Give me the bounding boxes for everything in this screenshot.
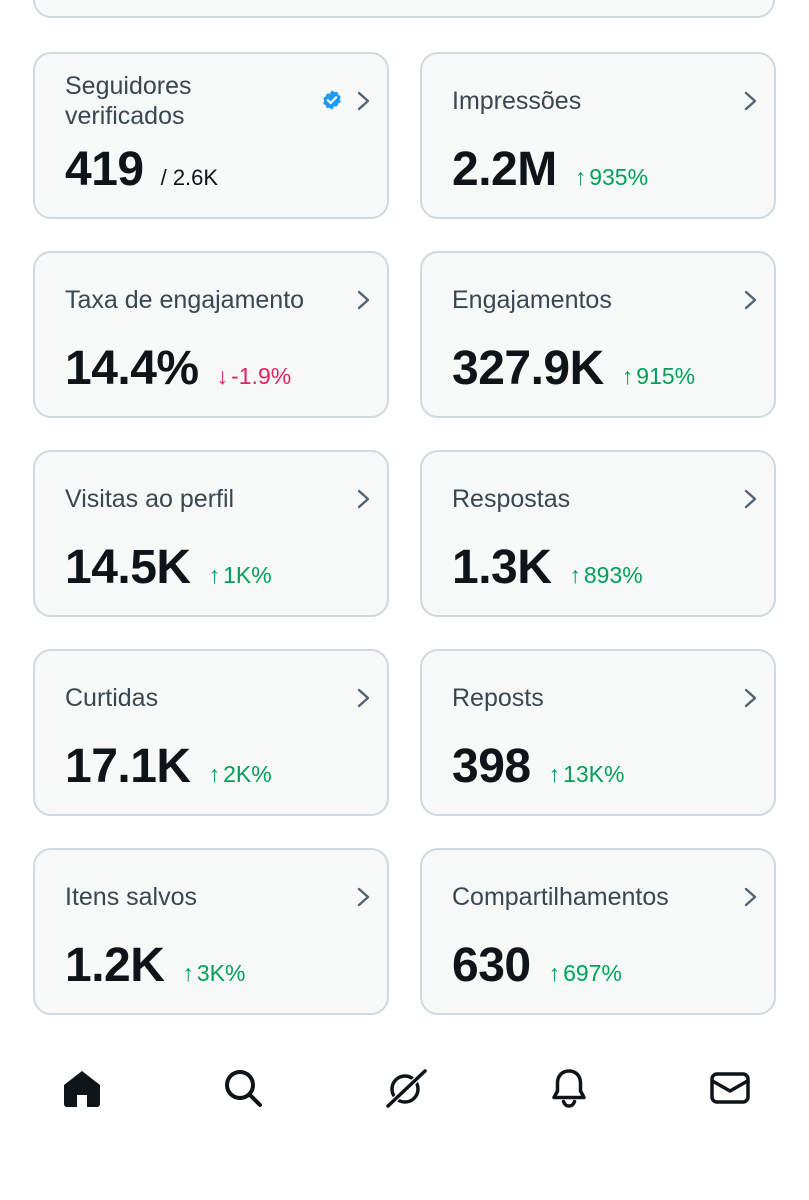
metric-value: 14.5K — [65, 541, 191, 594]
arrow-up-icon: ↑ — [569, 562, 581, 588]
messages-envelope-icon[interactable] — [708, 1066, 752, 1110]
metric-card-shares[interactable]: Compartilhamentos 630 ↑ 697% — [420, 848, 776, 1015]
metric-label: Reposts — [452, 684, 544, 712]
arrow-up-icon: ↑ — [208, 562, 221, 588]
arrow-up-icon: ↑ — [574, 164, 587, 190]
metric-delta: ↑ 1K% — [209, 562, 272, 589]
metric-card-saved-items[interactable]: Itens salvos 1.2K ↑ 3K% — [33, 848, 389, 1015]
metric-label: Itens salvos — [65, 883, 198, 911]
arrow-up-icon: ↑ — [208, 761, 221, 787]
metric-value: 2.2M — [452, 143, 557, 196]
chevron-right-icon — [744, 91, 757, 111]
previous-card[interactable] — [33, 0, 775, 18]
metric-value-row: 2.2M ↑ 935% — [452, 144, 648, 196]
metric-delta: ↑ 915% — [622, 363, 695, 390]
metric-value-row: 14.4% ↓ -1.9% — [65, 343, 291, 395]
arrow-up-icon: ↑ — [548, 960, 561, 986]
verified-badge-icon — [323, 90, 341, 110]
metric-delta-value: 915% — [636, 363, 696, 389]
home-icon[interactable] — [60, 1066, 104, 1110]
metric-value: 419 — [65, 143, 144, 196]
metric-delta: ↑ 697% — [549, 960, 622, 987]
metric-value-row: 327.9K ↑ 915% — [452, 343, 695, 395]
notifications-bell-icon[interactable] — [547, 1066, 591, 1110]
metric-label: Visitas ao perfil — [65, 485, 235, 513]
metric-card-likes[interactable]: Curtidas 17.1K ↑ 2K% — [33, 649, 389, 816]
metric-label: Impressões — [452, 87, 582, 115]
chevron-right-icon — [744, 489, 757, 509]
metric-label: Curtidas — [65, 684, 159, 712]
metric-card-impressions[interactable]: Impressões 2.2M ↑ 935% — [420, 52, 776, 219]
metric-delta-value: 893% — [583, 562, 643, 588]
metric-label: Compartilhamentos — [452, 883, 669, 911]
metric-value-row: 630 ↑ 697% — [452, 940, 622, 992]
chevron-right-icon — [357, 688, 370, 708]
metric-total: / 2.6K — [160, 165, 219, 190]
metric-card-reposts[interactable]: Reposts 398 ↑ 13K% — [420, 649, 776, 816]
metric-card-engagements[interactable]: Engajamentos 327.9K ↑ 915% — [420, 251, 776, 418]
metric-label: Taxa de engajamento — [65, 286, 305, 314]
metric-value-row: 419 / 2.6K — [65, 144, 218, 196]
metric-card-profile-visits[interactable]: Visitas ao perfil 14.5K ↑ 1K% — [33, 450, 389, 617]
metric-value-row: 17.1K ↑ 2K% — [65, 741, 272, 793]
metric-value-row: 1.2K ↑ 3K% — [65, 940, 245, 992]
metric-value: 14.4% — [65, 342, 199, 395]
metric-value: 1.2K — [65, 939, 165, 992]
metric-delta: ↑ 3K% — [182, 960, 245, 987]
metric-value-row: 398 ↑ 13K% — [452, 741, 624, 793]
search-icon[interactable] — [221, 1066, 265, 1110]
metric-delta-value: -1.9% — [231, 363, 292, 389]
chevron-right-icon — [744, 290, 757, 310]
metric-delta-value: 13K% — [563, 761, 625, 787]
metric-value-row: 1.3K ↑ 893% — [452, 542, 643, 594]
metrics-grid: Seguidores verificados 419 / 2.6K Impres… — [33, 52, 776, 1015]
metric-value: 630 — [452, 939, 531, 992]
bottom-navigation-bar — [0, 1052, 809, 1132]
metric-card-engagement-rate[interactable]: Taxa de engajamento 14.4% ↓ -1.9% — [33, 251, 389, 418]
arrow-down-icon: ↓ — [216, 363, 229, 389]
metric-delta-value: 935% — [589, 164, 649, 190]
metric-delta: ↑ 893% — [569, 562, 642, 589]
metric-delta: ↑ 13K% — [549, 761, 625, 788]
metric-card-verified-followers[interactable]: Seguidores verificados 419 / 2.6K — [33, 52, 389, 219]
arrow-up-icon: ↑ — [182, 960, 194, 986]
metric-delta-value: 2K% — [223, 761, 272, 787]
chevron-right-icon — [357, 290, 370, 310]
metric-delta-value: 1K% — [223, 562, 272, 588]
metric-value: 17.1K — [65, 740, 191, 793]
chevron-right-icon — [357, 489, 370, 509]
metric-delta: ↑ 935% — [575, 164, 648, 191]
metric-delta: ↓ -1.9% — [217, 363, 292, 390]
metric-delta: ↑ 2K% — [209, 761, 272, 788]
metric-value: 327.9K — [452, 342, 604, 395]
metric-label: Respostas — [452, 485, 571, 513]
metric-label: Engajamentos — [452, 286, 612, 314]
metric-value: 1.3K — [452, 541, 552, 594]
arrow-up-icon: ↑ — [621, 363, 634, 389]
metric-delta-value: 3K% — [196, 960, 246, 986]
grok-icon[interactable] — [383, 1066, 427, 1110]
metric-delta-value: 697% — [563, 960, 622, 986]
metric-value-row: 14.5K ↑ 1K% — [65, 542, 272, 594]
metric-label: Seguidores verificados — [65, 72, 192, 130]
metric-card-replies[interactable]: Respostas 1.3K ↑ 893% — [420, 450, 776, 617]
arrow-up-icon: ↑ — [548, 761, 561, 787]
metric-value: 398 — [452, 740, 531, 793]
chevron-right-icon — [357, 887, 370, 907]
chevron-right-icon — [357, 91, 370, 111]
chevron-right-icon — [744, 887, 757, 907]
chevron-right-icon — [744, 688, 757, 708]
